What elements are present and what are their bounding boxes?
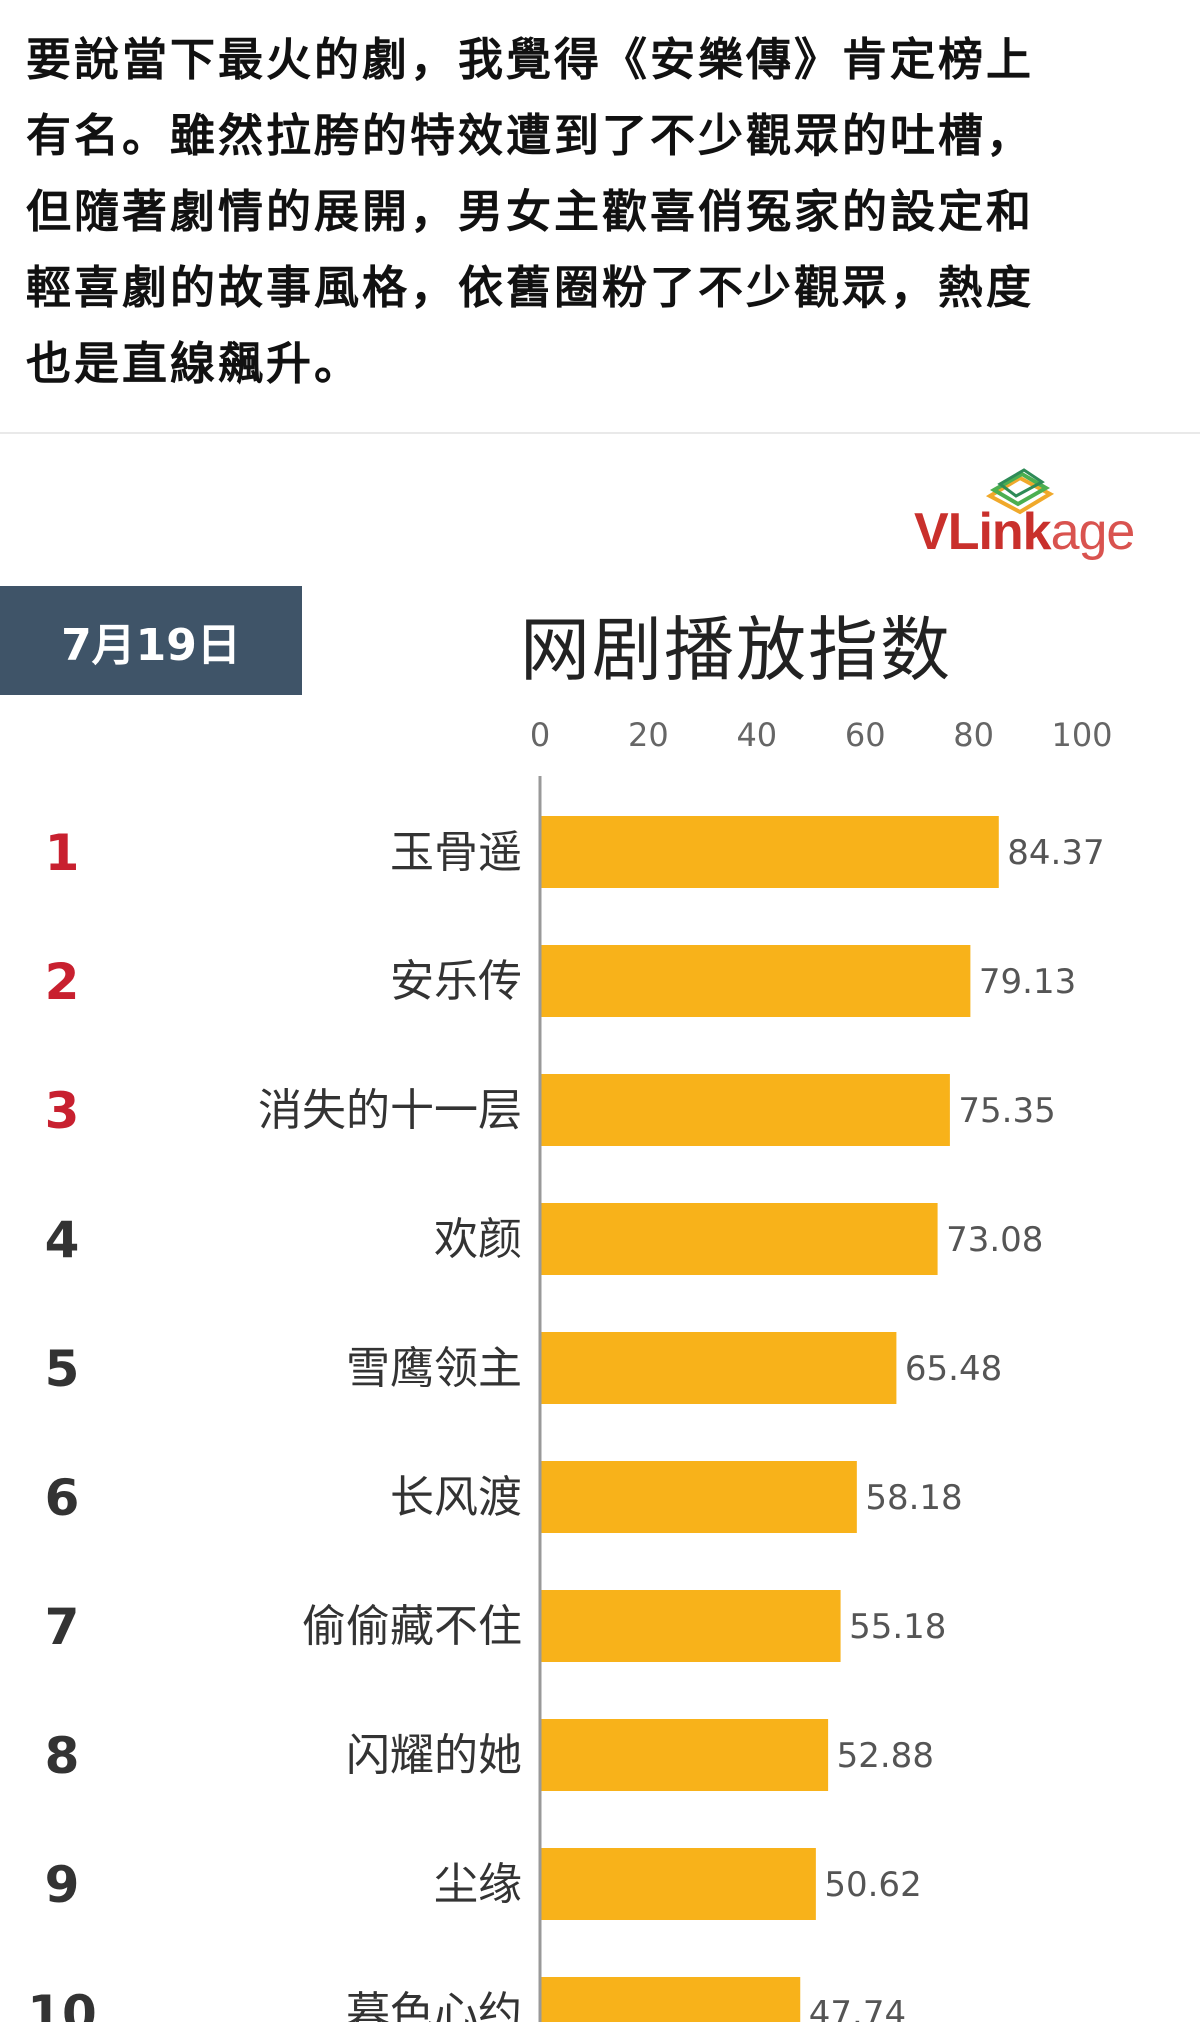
rank-number: 2 (45, 953, 80, 1011)
x-tick-label: 100 (1051, 716, 1112, 754)
value-label: 65.48 (905, 1349, 1002, 1389)
value-label: 58.18 (865, 1478, 962, 1518)
post-text-line: 輕喜劇的故事風格，依舊圈粉了不少觀眾，熱度 (26, 261, 1035, 314)
bar (541, 1977, 801, 2022)
x-tick-label: 20 (628, 716, 669, 754)
post-text-line: 也是直線飆升。 (26, 337, 363, 390)
rank-number: 6 (45, 1469, 80, 1527)
rank-number: 1 (45, 824, 80, 882)
rank-number: 8 (45, 1727, 80, 1785)
rank-number: 9 (45, 1856, 80, 1914)
value-label: 50.62 (824, 1865, 921, 1905)
value-label: 47.74 (809, 1994, 906, 2022)
bar (541, 1590, 841, 1662)
category-label: 消失的十一层 (258, 1085, 522, 1136)
category-label: 暮色心约 (346, 1988, 522, 2022)
category-label: 玉骨遥 (390, 827, 522, 878)
category-label: 长风渡 (390, 1472, 522, 1523)
x-tick-label: 0 (530, 716, 550, 754)
bar (541, 816, 999, 888)
bar (541, 1332, 897, 1404)
category-label: 尘缘 (434, 1859, 522, 1910)
date-tag: 7月19日 (0, 586, 302, 695)
logo-mark-icon (985, 468, 1055, 515)
post-text-line: 有名。雖然拉胯的特效遭到了不少觀眾的吐槽， (26, 109, 1035, 162)
category-label: 雪鹰领主 (346, 1343, 522, 1394)
bar (541, 1203, 938, 1275)
value-label: 52.88 (837, 1736, 934, 1776)
post-text-line: 要說當下最火的劇，我覺得《安樂傳》肯定榜上 (26, 33, 1035, 86)
value-label: 79.13 (979, 962, 1076, 1002)
post-text-line: 但隨著劇情的展開，男女主歡喜俏冤家的設定和 (26, 185, 1035, 238)
category-label: 闪耀的她 (346, 1730, 522, 1781)
chart-title: 网剧播放指数 (520, 609, 952, 691)
vlinkage-logo: VLinkage (900, 456, 1200, 566)
value-label: 73.08 (946, 1220, 1043, 1260)
chart-card[interactable]: VLinkage 7月19日 网剧播放指数 0 20 40 60 80 100 1 玉骨遥 84… (0, 432, 1200, 2022)
value-label: 75.35 (958, 1091, 1055, 1131)
bar (541, 1461, 857, 1533)
rank-number: 10 (27, 1985, 97, 2022)
rank-number: 7 (45, 1598, 80, 1656)
rank-number: 4 (45, 1211, 80, 1269)
category-label: 安乐传 (390, 956, 522, 1007)
bar (541, 1074, 950, 1146)
bar (541, 1848, 816, 1920)
bar (541, 945, 971, 1017)
rank-number: 5 (45, 1340, 80, 1398)
post-text: 要說當下最火的劇，我覺得《安樂傳》肯定榜上 有名。雖然拉胯的特效遭到了不少觀眾的… (26, 22, 1176, 402)
x-tick-label: 60 (845, 716, 886, 754)
category-label: 欢颜 (434, 1214, 522, 1265)
x-tick-label: 80 (953, 716, 994, 754)
logo-text: VLinkage (914, 503, 1135, 561)
category-label: 偷偷藏不住 (302, 1601, 522, 1652)
bar (541, 1719, 829, 1791)
value-label: 84.37 (1007, 833, 1104, 873)
rank-number: 3 (45, 1082, 80, 1140)
bar-chart: 0 20 40 60 80 100 1 玉骨遥 84.37 2 安乐传 79.13 3 消失的十一层 75.… (27, 716, 1113, 2022)
x-tick-label: 40 (736, 716, 777, 754)
value-label: 55.18 (849, 1607, 946, 1647)
